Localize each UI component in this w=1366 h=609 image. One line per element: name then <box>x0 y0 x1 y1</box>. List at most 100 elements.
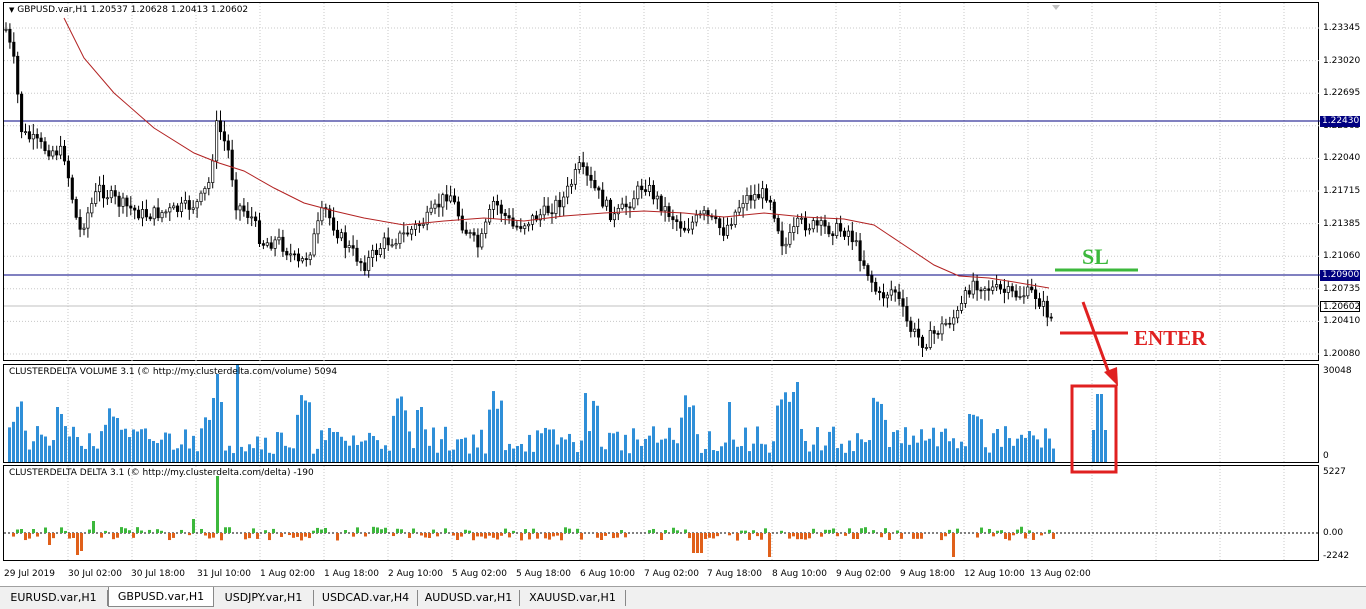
candle-body <box>382 237 386 249</box>
candle-body <box>86 212 90 229</box>
candle-body <box>335 229 340 239</box>
delta-bar <box>172 533 175 538</box>
volume-bar <box>88 433 91 462</box>
current-price-badge: 1.20602 <box>1320 301 1360 312</box>
volume-bar <box>732 439 735 462</box>
tab-usdjpy[interactable]: USDJPY.var,H1 <box>214 590 314 606</box>
chart-menu-triangle-icon[interactable]: ▼ <box>9 6 15 14</box>
delta-bar <box>612 533 615 539</box>
volume-bar <box>144 428 147 462</box>
volume-bar <box>184 429 187 462</box>
candle-body <box>842 230 847 237</box>
candle-body <box>729 224 733 226</box>
candle-body <box>803 217 808 231</box>
delta-bar <box>884 528 887 533</box>
delta-bar <box>112 533 115 540</box>
delta-indicator-pane[interactable]: CLUSTERDELTA DELTA 3.1 (© http://my.clus… <box>3 465 1320 562</box>
delta-bar <box>252 528 255 533</box>
volume-bar <box>980 419 983 462</box>
candle-body <box>437 203 441 208</box>
delta-bar <box>60 527 63 533</box>
delta-bar <box>228 527 231 533</box>
candle-body <box>374 249 379 256</box>
volume-bar <box>672 439 675 462</box>
candle-body <box>152 207 156 220</box>
volume-bar <box>1092 430 1095 462</box>
tab-audusd[interactable]: AUDUSD.var,H1 <box>418 590 520 606</box>
volume-bar <box>1016 438 1019 462</box>
candle-body <box>585 166 589 176</box>
volume-bar <box>292 448 295 462</box>
delta-bar <box>700 533 703 553</box>
delta-bar <box>544 533 547 539</box>
volume-bar <box>148 439 151 462</box>
volume-bar <box>572 442 575 462</box>
delta-bar <box>568 528 571 533</box>
volume-bar <box>728 402 731 462</box>
candle-body <box>300 258 304 262</box>
delta-title: CLUSTERDELTA DELTA 3.1 (© http://my.clus… <box>9 468 314 478</box>
tab-xauusd[interactable]: XAUUSD.var,H1 <box>520 590 626 606</box>
candle-body <box>191 207 195 210</box>
candle-body <box>944 322 948 325</box>
candle-body <box>807 228 811 231</box>
tab-usdcad[interactable]: USDCAD.var,H4 <box>314 590 418 606</box>
volume-bar <box>1096 394 1099 462</box>
candle-body <box>495 200 499 206</box>
price-chart-canvas[interactable] <box>4 3 1320 362</box>
price-tick-label: 1.21060 <box>1323 251 1361 262</box>
volume-bar <box>620 450 623 462</box>
candle-body <box>156 207 160 219</box>
delta-bar <box>980 527 983 533</box>
candle-body <box>137 209 141 219</box>
volume-bar <box>916 442 919 462</box>
volume-bar <box>796 382 799 462</box>
volume-bar <box>268 452 271 462</box>
candle-body <box>304 258 308 260</box>
volume-bar <box>64 426 67 462</box>
delta-bar <box>248 533 251 539</box>
volume-bar <box>412 448 415 462</box>
delta-bar <box>1032 533 1035 540</box>
candle-body <box>901 298 905 307</box>
volume-bar <box>860 439 863 462</box>
delta-bar <box>836 533 839 537</box>
candle-body <box>1010 286 1014 292</box>
candle-body <box>398 232 402 244</box>
volume-bar <box>548 429 551 462</box>
candle-body <box>226 140 230 151</box>
candle-body <box>577 162 581 170</box>
candle-body <box>632 198 636 209</box>
volume-bar <box>700 452 703 462</box>
volume-bar <box>32 441 35 462</box>
volume-bar <box>1048 438 1051 462</box>
delta-bar <box>576 528 579 533</box>
delta-bar <box>704 533 707 539</box>
tab-gbpusd[interactable]: GBPUSD.var,H1 <box>108 587 214 607</box>
delta-bar <box>1012 533 1015 536</box>
candle-body <box>20 93 24 133</box>
shift-marker-icon[interactable] <box>1052 5 1060 10</box>
delta-bar <box>16 529 19 533</box>
volume-bar <box>116 418 119 462</box>
volume-bar <box>588 431 591 462</box>
tab-eurusd[interactable]: EURUSD.var,H1 <box>0 590 108 606</box>
candle-body <box>511 217 515 227</box>
volume-bar <box>792 392 795 462</box>
volume-bar <box>472 434 475 462</box>
volume-bar <box>972 414 975 462</box>
delta-bar <box>748 533 751 540</box>
price-chart-pane[interactable]: ▼ GBPUSD.var,H1 1.20537 1.20628 1.20413 … <box>3 2 1320 362</box>
volume-indicator-pane[interactable]: CLUSTERDELTA VOLUME 3.1 (© http://my.clu… <box>3 364 1319 464</box>
volume-bar <box>464 437 467 462</box>
volume-bar <box>540 433 543 462</box>
candle-body <box>222 131 226 142</box>
candle-body <box>558 199 562 208</box>
delta-bar <box>76 533 79 555</box>
volume-bar <box>960 441 963 462</box>
volume-bar <box>592 400 595 462</box>
candle-body <box>230 149 234 181</box>
volume-bar <box>324 440 327 462</box>
delta-bar <box>20 529 23 533</box>
time-tick-label: 9 Aug 02:00 <box>836 569 891 579</box>
